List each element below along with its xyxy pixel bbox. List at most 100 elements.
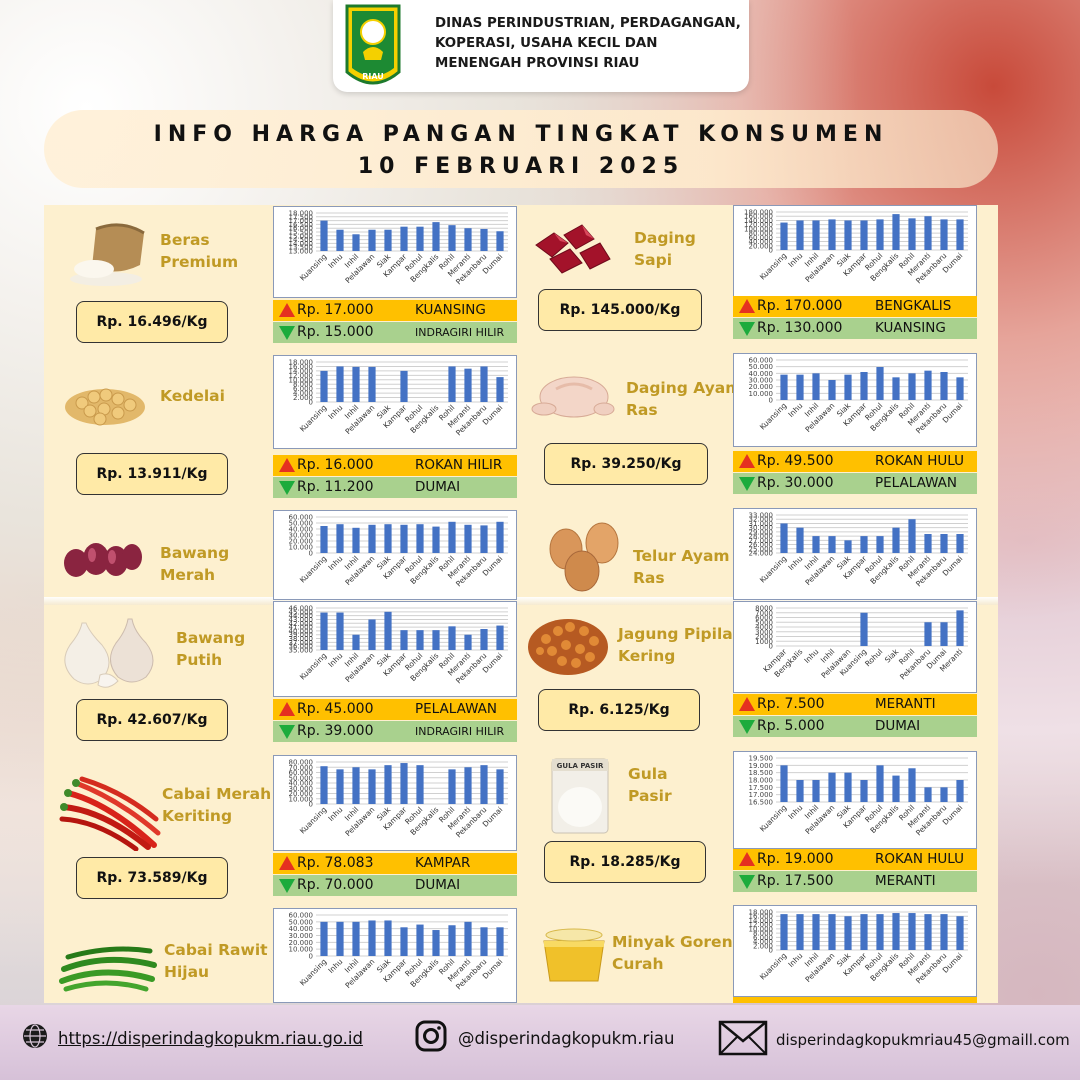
chart-svg: 33.00032.00031.00030.00029.00028.00027.0… — [749, 512, 968, 588]
bar — [368, 769, 376, 804]
y-tick-label: 8.000 — [753, 930, 773, 938]
highest-price: Rp. 78.083 — [297, 855, 374, 871]
y-tick-label: 14.000 — [749, 917, 774, 925]
lowest-region: DUMAI — [415, 479, 461, 495]
y-tick-label: 30.000 — [289, 785, 314, 793]
bar — [828, 772, 836, 802]
bar — [892, 913, 900, 950]
y-tick-label: 20.000 — [289, 790, 314, 798]
bar — [796, 914, 804, 950]
bar — [432, 630, 440, 650]
website-link[interactable]: https://disperindagkopukm.riau.go.id — [22, 1023, 363, 1053]
emblem-text: RIAU — [362, 72, 384, 81]
bar — [844, 540, 852, 553]
y-tick-label: 44.000 — [289, 612, 314, 620]
bar — [924, 216, 932, 250]
y-tick-label: 30.000 — [289, 932, 314, 940]
bar — [892, 214, 900, 250]
garlic-icon — [52, 615, 164, 695]
bar — [812, 536, 820, 553]
bar — [796, 374, 804, 400]
y-tick-label: 36.000 — [289, 643, 314, 651]
bar — [940, 219, 948, 250]
highest-price: Rp. 19.000 — [757, 851, 834, 867]
bar — [336, 229, 344, 251]
bar — [480, 525, 488, 553]
y-tick-label: 10.000 — [289, 376, 314, 384]
highest-price-row-edge — [733, 997, 977, 1003]
footer: https://disperindagkopukm.riau.go.id @di… — [0, 1005, 1080, 1080]
y-tick-label: 40.000 — [749, 238, 774, 246]
bar — [352, 634, 360, 650]
price-chart: 60.000 50.000 40.000 30.000 20.000 10.000 0 Kua… — [733, 353, 977, 447]
highest-region: MERANTI — [875, 696, 936, 712]
y-tick-label: 0 — [769, 247, 773, 255]
bar — [780, 523, 788, 553]
highest-price-row: Rp. 17.000 KUANSING — [273, 300, 517, 321]
y-tick-label: 180.000 — [744, 209, 773, 217]
x-tick-label: Kuansing — [758, 554, 789, 585]
y-tick-label: 0 — [769, 947, 773, 955]
bar — [336, 921, 344, 956]
x-tick-label: Kuansing — [758, 951, 789, 982]
y-tick-label: 18.000 — [749, 909, 774, 917]
x-tick-label: Inhu — [326, 805, 344, 823]
bar — [320, 766, 328, 804]
lowest-price: Rp. 30.000 — [757, 475, 834, 491]
x-tick-label: Inhu — [802, 647, 820, 665]
arrow-up-icon — [739, 299, 755, 313]
item-name: Minyak Goreng Curah — [612, 933, 744, 973]
y-tick-label: 50.000 — [749, 363, 774, 371]
website-url[interactable]: https://disperindagkopukm.riau.go.id — [58, 1028, 363, 1048]
y-tick-label: 19.500 — [749, 755, 774, 763]
bar — [860, 780, 868, 802]
soybean-icon — [60, 373, 150, 433]
bar — [464, 368, 472, 402]
mail-icon — [718, 1019, 768, 1061]
bar — [876, 219, 884, 250]
y-tick-label: 4.000 — [753, 938, 773, 946]
bar — [384, 765, 392, 804]
y-tick-label: 40.000 — [289, 925, 314, 933]
y-tick-label: 14.500 — [289, 236, 314, 244]
x-tick-label: Inhu — [786, 401, 804, 419]
y-tick-label: 60.000 — [749, 357, 774, 365]
bar — [400, 927, 408, 956]
y-tick-label: 50.000 — [289, 918, 314, 926]
bar — [844, 772, 852, 802]
arrow-up-icon — [739, 454, 755, 468]
bar — [812, 914, 820, 950]
bar — [860, 220, 868, 250]
y-tick-label: 50.000 — [289, 774, 314, 782]
y-tick-label: 20.000 — [289, 939, 314, 947]
instagram-link[interactable]: @disperindagkopukm.riau — [414, 1019, 674, 1057]
x-tick-label: Kuansing — [758, 803, 789, 834]
bar — [496, 377, 504, 402]
y-tick-label: 17.500 — [749, 784, 774, 792]
email-address[interactable]: disperindagkopukmriau45@gmaill.com — [776, 1031, 1070, 1049]
bar — [860, 914, 868, 950]
instagram-handle[interactable]: @disperindagkopukm.riau — [458, 1028, 675, 1048]
bar — [956, 610, 964, 646]
item-name: Cabai Merah Keriting — [162, 785, 272, 825]
y-tick-label: 0 — [769, 643, 773, 651]
bar — [908, 373, 916, 400]
bar — [336, 769, 344, 804]
email-link[interactable]: disperindagkopukmriau45@gmaill.com — [718, 1019, 1070, 1061]
y-tick-label: 8000 — [755, 605, 773, 613]
bar — [400, 226, 408, 251]
bar — [924, 370, 932, 400]
lowest-region: MERANTI — [875, 873, 936, 889]
bar — [448, 626, 456, 650]
highest-price: Rp. 170.000 — [757, 298, 843, 314]
highest-region: ROKAN HULU — [875, 851, 965, 867]
y-tick-label: 60.000 — [289, 912, 314, 920]
y-tick-label: 27.000 — [749, 537, 774, 545]
bar — [876, 765, 884, 802]
highest-region: ROKAN HILIR — [415, 457, 503, 473]
y-tick-label: 15.500 — [289, 229, 314, 237]
y-tick-label: 45.000 — [289, 608, 314, 616]
bar — [796, 527, 804, 553]
price-chart: 80.000 70.000 60.000 50.000 40.000 30.000 20.0… — [273, 755, 517, 851]
highest-price-row: Rp. 49.500 ROKAN HULU — [733, 451, 977, 472]
